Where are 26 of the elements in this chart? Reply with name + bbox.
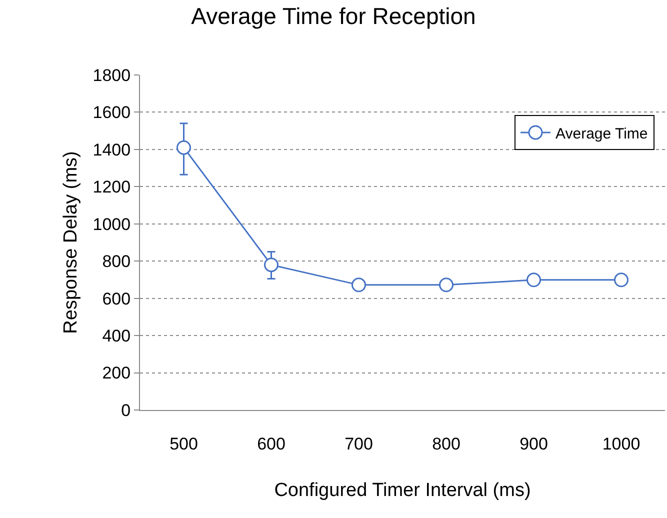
point: [439, 278, 454, 292]
y-tick-label: 1000: [92, 214, 131, 234]
y-tick-label: 1200: [92, 178, 131, 197]
x-tick-label: 1000: [602, 434, 640, 454]
y-tick-label: 400: [102, 326, 131, 346]
x-axis-title: Configured Timer Interval (ms): [274, 480, 531, 502]
point: [176, 140, 191, 155]
point: [614, 272, 628, 288]
point: [264, 258, 278, 272]
y-tick-label: 0: [121, 400, 131, 420]
x-tick-label: 500: [170, 434, 198, 454]
y-tick-label: 800: [102, 252, 131, 272]
y-tick-label: 600: [102, 289, 131, 308]
legend-label: Average Time: [556, 125, 648, 142]
point: [352, 278, 366, 292]
y-axis-title: Response Delay (ms): [60, 151, 82, 334]
point: [526, 272, 541, 288]
y-tick-label: 1400: [92, 140, 131, 160]
y-tick-label: 1600: [92, 103, 131, 122]
x-tick-label: 900: [520, 434, 548, 454]
y-tick-label: 200: [102, 364, 131, 383]
x-tick-label: 600: [257, 434, 286, 454]
chart-title: Average Time for Reception: [191, 2, 476, 29]
y-tick-label: 1800: [92, 66, 131, 85]
x-tick-label: 800: [432, 434, 460, 454]
x-tick-label: 700: [344, 434, 373, 454]
